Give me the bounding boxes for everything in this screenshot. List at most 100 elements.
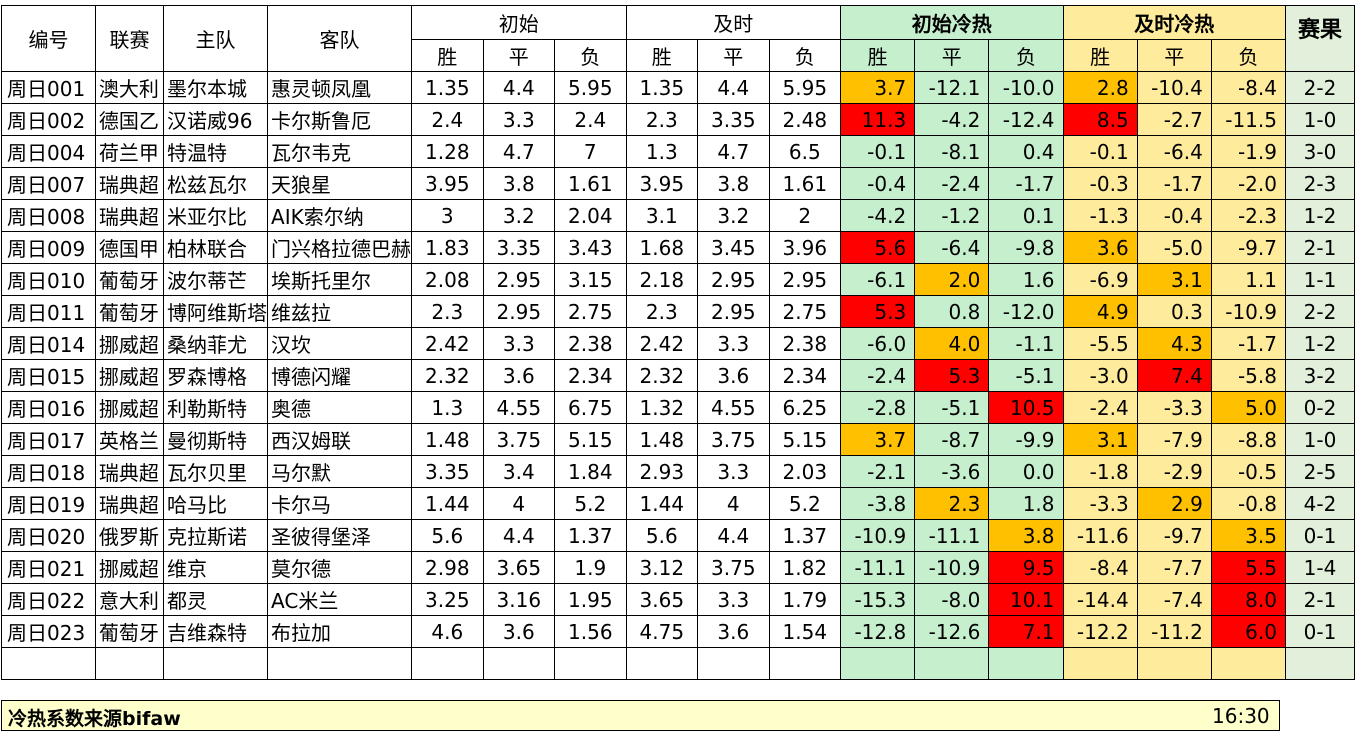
cell-initial-draw[interactable]: 4.4 xyxy=(482,519,556,552)
cell-lheat-draw[interactable]: -9.7 xyxy=(1136,519,1212,552)
cell-iheat-win[interactable]: 3.7 xyxy=(840,423,916,456)
cell-lheat-win[interactable]: -3.3 xyxy=(1062,487,1138,520)
cell-iheat-loss[interactable]: 7.1 xyxy=(988,615,1064,648)
cell-iheat-win[interactable]: -10.9 xyxy=(840,519,916,552)
cell-result[interactable]: 1-2 xyxy=(1284,199,1355,232)
cell-live-loss[interactable]: 2 xyxy=(768,199,842,232)
cell-result[interactable]: 1-2 xyxy=(1284,327,1355,360)
cell-league[interactable]: 澳大利 xyxy=(94,71,165,104)
cell-iheat-loss[interactable]: 1.6 xyxy=(988,263,1064,296)
cell-live-loss[interactable]: 2.75 xyxy=(768,295,842,328)
cell-lheat-win[interactable]: 4.9 xyxy=(1062,295,1138,328)
cell-league[interactable]: 德国甲 xyxy=(94,231,165,264)
cell-initial-win[interactable]: 2.32 xyxy=(411,359,484,392)
cell-iheat-loss[interactable]: -9.8 xyxy=(988,231,1064,264)
empty-cell[interactable] xyxy=(1136,647,1212,680)
cell-lheat-draw[interactable]: -11.2 xyxy=(1136,615,1212,648)
cell-lheat-loss[interactable]: 5.5 xyxy=(1210,551,1286,584)
cell-live-win[interactable]: 3.65 xyxy=(625,583,699,616)
cell-iheat-loss[interactable]: -10.0 xyxy=(988,71,1064,104)
cell-league[interactable]: 瑞典超 xyxy=(94,455,165,488)
cell-lheat-win[interactable]: -11.6 xyxy=(1062,519,1138,552)
cell-live-loss[interactable]: 1.54 xyxy=(768,615,842,648)
cell-home[interactable]: 柏林联合 xyxy=(163,231,269,264)
cell-home[interactable]: 曼彻斯特 xyxy=(163,423,269,456)
cell-initial-loss[interactable]: 1.37 xyxy=(554,519,627,552)
cell-initial-loss[interactable]: 2.4 xyxy=(554,103,627,136)
cell-league[interactable]: 挪威超 xyxy=(94,391,165,424)
cell-initial-draw[interactable]: 3.3 xyxy=(482,103,556,136)
cell-live-loss[interactable]: 1.79 xyxy=(768,583,842,616)
cell-initial-win[interactable]: 1.83 xyxy=(411,231,484,264)
cell-id[interactable]: 周日018 xyxy=(1,455,96,488)
cell-id[interactable]: 周日019 xyxy=(1,487,96,520)
empty-cell[interactable] xyxy=(554,647,627,680)
cell-initial-win[interactable]: 1.35 xyxy=(411,71,484,104)
cell-initial-draw[interactable]: 3.8 xyxy=(482,167,556,200)
cell-lheat-win[interactable]: 3.1 xyxy=(1062,423,1138,456)
cell-initial-loss[interactable]: 1.61 xyxy=(554,167,627,200)
cell-initial-win[interactable]: 2.08 xyxy=(411,263,484,296)
cell-away[interactable]: 卡尔斯鲁厄 xyxy=(267,103,413,136)
cell-iheat-win[interactable]: -6.1 xyxy=(840,263,916,296)
cell-away[interactable]: 惠灵顿凤凰 xyxy=(267,71,413,104)
cell-lheat-draw[interactable]: -10.4 xyxy=(1136,71,1212,104)
cell-live-draw[interactable]: 3.8 xyxy=(697,167,770,200)
cell-iheat-draw[interactable]: 2.0 xyxy=(914,263,990,296)
cell-home[interactable]: 吉维森特 xyxy=(163,615,269,648)
cell-league[interactable]: 意大利 xyxy=(94,583,165,616)
cell-lheat-draw[interactable]: 7.4 xyxy=(1136,359,1212,392)
cell-initial-win[interactable]: 2.98 xyxy=(411,551,484,584)
cell-home[interactable]: 松兹瓦尔 xyxy=(163,167,269,200)
cell-lheat-loss[interactable]: 1.1 xyxy=(1210,263,1286,296)
cell-initial-win[interactable]: 1.44 xyxy=(411,487,484,520)
cell-away[interactable]: AIK索尔纳 xyxy=(267,199,413,232)
cell-away[interactable]: 维兹拉 xyxy=(267,295,413,328)
cell-iheat-loss[interactable]: -12.4 xyxy=(988,103,1064,136)
cell-lheat-draw[interactable]: -5.0 xyxy=(1136,231,1212,264)
cell-league[interactable]: 葡萄牙 xyxy=(94,263,165,296)
cell-initial-draw[interactable]: 3.6 xyxy=(482,615,556,648)
cell-live-win[interactable]: 3.12 xyxy=(625,551,699,584)
cell-lheat-loss[interactable]: -1.7 xyxy=(1210,327,1286,360)
cell-lheat-win[interactable]: -8.4 xyxy=(1062,551,1138,584)
header-lheat-loss[interactable]: 负 xyxy=(1210,39,1286,72)
cell-lheat-loss[interactable]: -2.3 xyxy=(1210,199,1286,232)
cell-id[interactable]: 周日014 xyxy=(1,327,96,360)
cell-iheat-loss[interactable]: 10.5 xyxy=(988,391,1064,424)
cell-league[interactable]: 挪威超 xyxy=(94,551,165,584)
header-result[interactable]: 赛果 xyxy=(1284,5,1355,72)
cell-live-draw[interactable]: 4.7 xyxy=(697,135,770,168)
cell-initial-draw[interactable]: 3.4 xyxy=(482,455,556,488)
cell-home[interactable]: 哈马比 xyxy=(163,487,269,520)
cell-away[interactable]: 瓦尔韦克 xyxy=(267,135,413,168)
cell-live-win[interactable]: 3.95 xyxy=(625,167,699,200)
header-lheat-win[interactable]: 胜 xyxy=(1062,39,1138,72)
cell-iheat-loss[interactable]: -1.1 xyxy=(988,327,1064,360)
cell-live-win[interactable]: 1.32 xyxy=(625,391,699,424)
cell-lheat-loss[interactable]: 5.0 xyxy=(1210,391,1286,424)
cell-league[interactable]: 瑞典超 xyxy=(94,167,165,200)
cell-live-win[interactable]: 1.35 xyxy=(625,71,699,104)
cell-initial-loss[interactable]: 1.95 xyxy=(554,583,627,616)
cell-iheat-loss[interactable]: 0.0 xyxy=(988,455,1064,488)
cell-initial-loss[interactable]: 5.95 xyxy=(554,71,627,104)
cell-iheat-draw[interactable]: -1.2 xyxy=(914,199,990,232)
cell-home[interactable]: 都灵 xyxy=(163,583,269,616)
cell-result[interactable]: 2-5 xyxy=(1284,455,1355,488)
cell-initial-draw[interactable]: 3.75 xyxy=(482,423,556,456)
cell-live-win[interactable]: 2.3 xyxy=(625,103,699,136)
cell-initial-loss[interactable]: 3.15 xyxy=(554,263,627,296)
cell-home[interactable]: 波尔蒂芒 xyxy=(163,263,269,296)
header-iheat-draw[interactable]: 平 xyxy=(914,39,990,72)
cell-away[interactable]: 埃斯托里尔 xyxy=(267,263,413,296)
cell-live-draw[interactable]: 3.3 xyxy=(697,455,770,488)
cell-initial-loss[interactable]: 2.34 xyxy=(554,359,627,392)
cell-initial-win[interactable]: 2.42 xyxy=(411,327,484,360)
cell-home[interactable]: 克拉斯诺 xyxy=(163,519,269,552)
cell-initial-win[interactable]: 2.3 xyxy=(411,295,484,328)
cell-initial-win[interactable]: 3.25 xyxy=(411,583,484,616)
cell-live-win[interactable]: 5.6 xyxy=(625,519,699,552)
cell-lheat-loss[interactable]: -5.8 xyxy=(1210,359,1286,392)
cell-iheat-loss[interactable]: 0.1 xyxy=(988,199,1064,232)
